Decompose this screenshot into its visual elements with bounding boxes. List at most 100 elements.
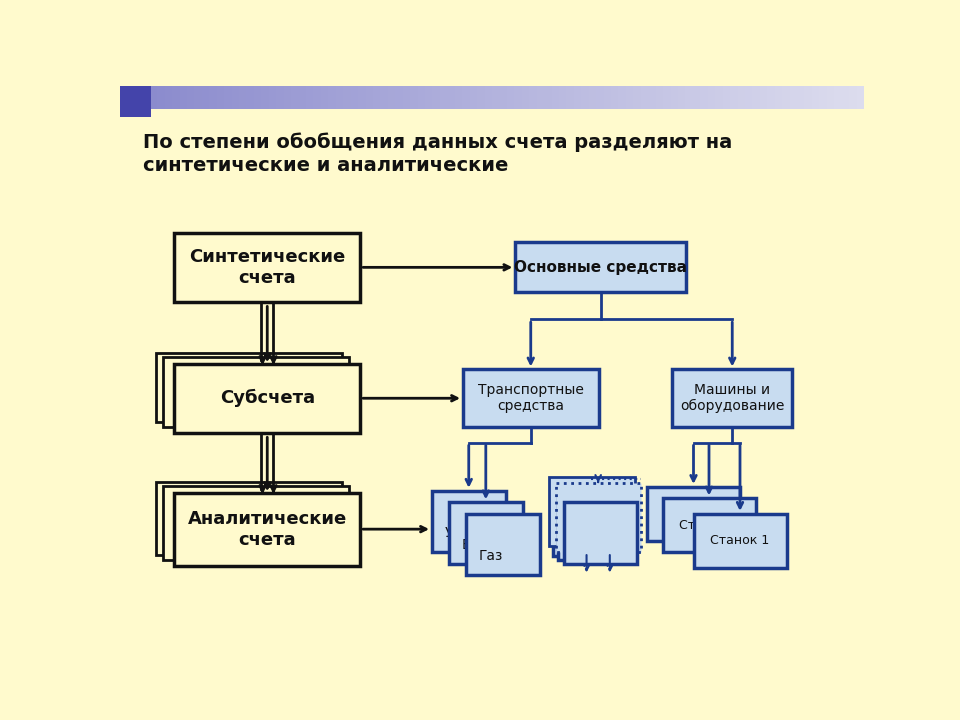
- Bar: [723, 86, 731, 109]
- FancyBboxPatch shape: [693, 514, 786, 567]
- FancyBboxPatch shape: [553, 495, 627, 556]
- FancyBboxPatch shape: [466, 514, 540, 575]
- Bar: [447, 86, 456, 109]
- Bar: [306, 86, 314, 109]
- FancyBboxPatch shape: [564, 502, 637, 564]
- Bar: [834, 86, 843, 109]
- Bar: [581, 86, 589, 109]
- Bar: [172, 86, 180, 109]
- Bar: [253, 86, 262, 109]
- FancyBboxPatch shape: [559, 498, 632, 560]
- FancyBboxPatch shape: [556, 483, 641, 552]
- Bar: [440, 86, 448, 109]
- FancyBboxPatch shape: [549, 477, 635, 546]
- Bar: [641, 86, 649, 109]
- Bar: [604, 86, 612, 109]
- Bar: [485, 86, 492, 109]
- Bar: [134, 86, 143, 109]
- Bar: [670, 86, 679, 109]
- FancyBboxPatch shape: [647, 487, 740, 541]
- Bar: [120, 86, 151, 117]
- Text: Уаз: Уаз: [444, 526, 469, 540]
- Bar: [715, 86, 724, 109]
- Bar: [797, 86, 805, 109]
- Bar: [515, 86, 522, 109]
- Bar: [432, 86, 441, 109]
- Bar: [678, 86, 686, 109]
- Text: Машины и
оборудование: Машины и оборудование: [680, 383, 784, 413]
- Bar: [499, 86, 508, 109]
- Text: Аналитические
счета: Аналитические счета: [187, 510, 347, 549]
- Bar: [566, 86, 575, 109]
- Bar: [225, 86, 232, 109]
- Bar: [708, 86, 716, 109]
- Text: Ваз: Ваз: [462, 538, 487, 552]
- Bar: [477, 86, 486, 109]
- Bar: [396, 86, 403, 109]
- Bar: [648, 86, 657, 109]
- Bar: [321, 86, 329, 109]
- Bar: [812, 86, 820, 109]
- Bar: [410, 86, 419, 109]
- Bar: [618, 86, 627, 109]
- Bar: [731, 86, 738, 109]
- Bar: [180, 86, 188, 109]
- Bar: [209, 86, 218, 109]
- Bar: [128, 86, 135, 109]
- Bar: [663, 86, 671, 109]
- Bar: [693, 86, 701, 109]
- Bar: [775, 86, 783, 109]
- Bar: [202, 86, 210, 109]
- Bar: [559, 86, 567, 109]
- Text: Станок 2: Станок 2: [664, 508, 723, 521]
- FancyBboxPatch shape: [163, 487, 349, 559]
- Bar: [425, 86, 433, 109]
- Bar: [336, 86, 344, 109]
- Bar: [596, 86, 605, 109]
- Bar: [804, 86, 813, 109]
- FancyBboxPatch shape: [163, 357, 349, 427]
- Bar: [344, 86, 351, 109]
- Bar: [789, 86, 798, 109]
- Bar: [820, 86, 828, 109]
- Bar: [269, 86, 277, 109]
- Bar: [574, 86, 582, 109]
- Bar: [492, 86, 500, 109]
- Bar: [313, 86, 322, 109]
- FancyBboxPatch shape: [432, 490, 506, 552]
- FancyBboxPatch shape: [516, 243, 685, 292]
- Bar: [120, 86, 129, 109]
- Bar: [194, 86, 203, 109]
- Bar: [849, 86, 857, 109]
- FancyBboxPatch shape: [662, 498, 756, 552]
- Bar: [551, 86, 560, 109]
- Bar: [350, 86, 359, 109]
- FancyBboxPatch shape: [463, 369, 599, 427]
- Bar: [142, 86, 151, 109]
- Bar: [634, 86, 641, 109]
- Bar: [372, 86, 381, 109]
- Text: Синтетические
счета: Синтетические счета: [189, 248, 346, 287]
- Bar: [463, 86, 470, 109]
- FancyBboxPatch shape: [449, 502, 522, 564]
- Bar: [380, 86, 389, 109]
- Bar: [150, 86, 158, 109]
- Bar: [700, 86, 708, 109]
- Bar: [842, 86, 850, 109]
- Bar: [522, 86, 530, 109]
- Bar: [291, 86, 300, 109]
- Bar: [299, 86, 307, 109]
- Bar: [626, 86, 635, 109]
- Bar: [217, 86, 225, 109]
- Bar: [529, 86, 538, 109]
- Bar: [328, 86, 337, 109]
- Bar: [157, 86, 165, 109]
- Bar: [737, 86, 746, 109]
- Bar: [276, 86, 284, 109]
- Bar: [544, 86, 552, 109]
- Bar: [827, 86, 835, 109]
- Bar: [753, 86, 760, 109]
- FancyBboxPatch shape: [175, 492, 360, 566]
- FancyBboxPatch shape: [175, 233, 360, 302]
- Text: Станок 1: Станок 1: [710, 534, 770, 547]
